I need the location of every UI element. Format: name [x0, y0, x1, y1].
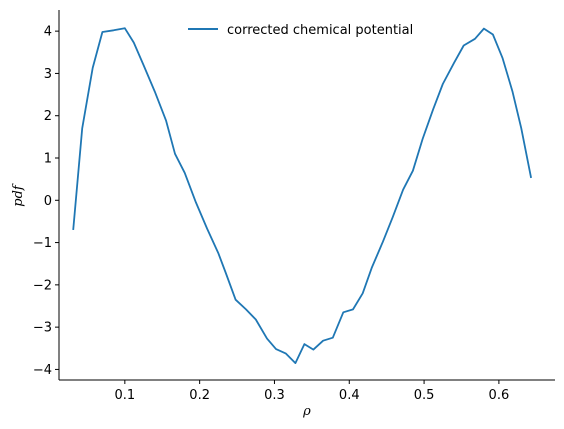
- x-tick-label: 0.3: [264, 388, 285, 403]
- y-tick-label: −2: [33, 278, 52, 293]
- x-tick-label: 0.1: [114, 388, 135, 403]
- x-tick-label: 0.4: [339, 388, 360, 403]
- x-ticks: 0.1 0.2 0.3 0.4 0.5 0.6: [114, 380, 509, 403]
- series-line: [72, 27, 532, 364]
- y-tick-label: −3: [33, 321, 52, 336]
- x-axis-label: ρ: [302, 404, 311, 419]
- axes: [58, 10, 555, 381]
- y-tick-label: 4: [44, 25, 52, 40]
- x-tick-label: 0.5: [414, 388, 435, 403]
- y-tick-label: −1: [33, 236, 52, 251]
- series-layer: [72, 27, 532, 364]
- y-tick-label: 3: [44, 67, 52, 82]
- x-tick-label: 0.6: [489, 388, 510, 403]
- y-tick-label: 0: [44, 194, 52, 209]
- legend: corrected chemical potential: [188, 23, 413, 38]
- y-tick-label: 1: [44, 152, 52, 167]
- y-tick-label: 2: [44, 109, 52, 124]
- y-axis-label: pdf: [11, 183, 26, 207]
- legend-label: corrected chemical potential: [227, 23, 413, 38]
- y-ticks: −4 −3 −2 −1 0 1 2 3 4: [33, 25, 59, 378]
- x-tick-label: 0.2: [189, 388, 210, 403]
- y-tick-label: −4: [33, 363, 52, 378]
